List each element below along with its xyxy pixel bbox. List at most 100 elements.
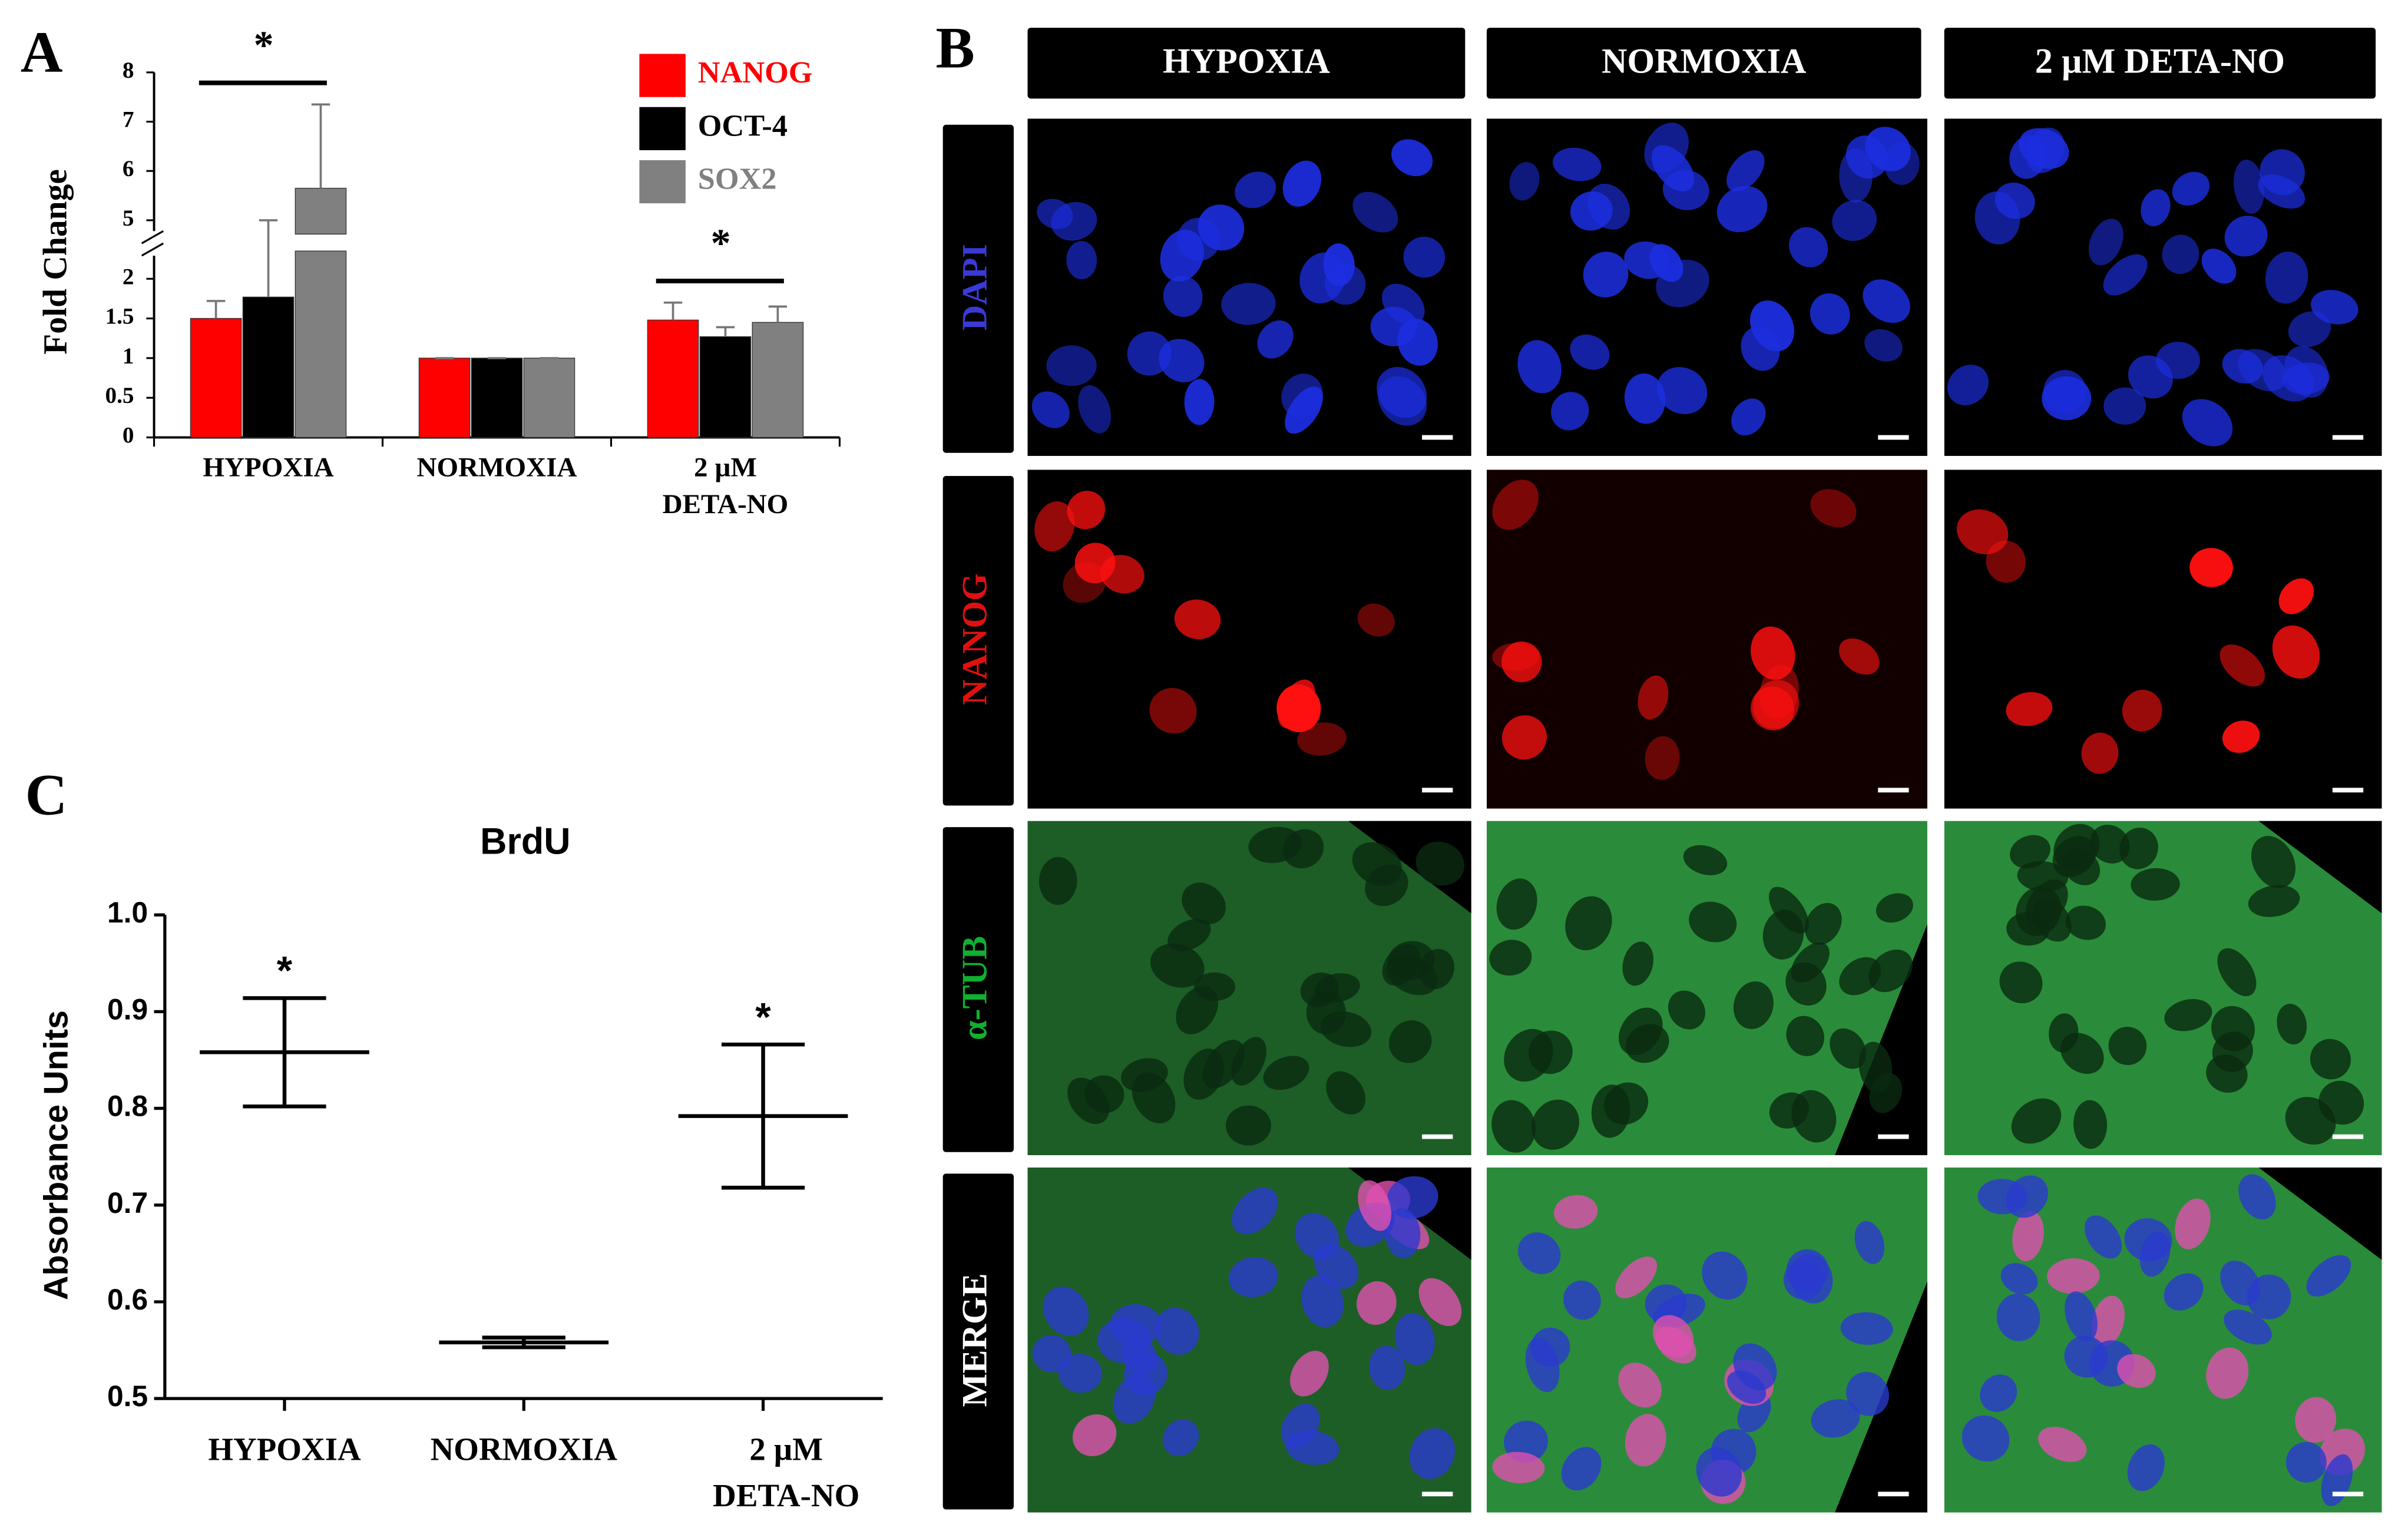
y-tick-label: 0.6 bbox=[107, 1283, 148, 1316]
legend-label: NANOG bbox=[698, 55, 813, 90]
nucleus bbox=[2265, 252, 2308, 304]
micrograph bbox=[1944, 118, 2382, 456]
nucleus bbox=[1388, 1020, 1432, 1063]
nucleus bbox=[2206, 1347, 2249, 1399]
nucleus bbox=[2189, 548, 2233, 587]
nucleus bbox=[2006, 692, 2053, 726]
nucleus bbox=[2258, 174, 2306, 209]
y-tick-label: 5 bbox=[123, 206, 134, 231]
nucleus bbox=[1357, 1281, 1397, 1325]
x-tick-label: 2 µM DETA-NO bbox=[713, 1431, 859, 1513]
nucleus bbox=[1868, 949, 1913, 993]
nucleus bbox=[1845, 135, 1888, 179]
nucleus bbox=[2201, 249, 2237, 284]
nucleus bbox=[1290, 1351, 1329, 1397]
nucleus bbox=[1751, 686, 1795, 730]
nucleus bbox=[1155, 1307, 1199, 1355]
nucleus bbox=[2224, 1310, 2272, 1345]
nucleus bbox=[1037, 199, 1073, 229]
nucleus bbox=[1838, 638, 1880, 675]
nucleus bbox=[1228, 1257, 1278, 1298]
nucleus bbox=[1689, 901, 1737, 943]
legend-label: OCT-4 bbox=[698, 108, 788, 143]
legend-label: SOX2 bbox=[698, 162, 777, 196]
nucleus bbox=[1583, 252, 1629, 297]
nucleus bbox=[1528, 1030, 1573, 1074]
nucleus bbox=[1184, 379, 1215, 425]
nucleus bbox=[1415, 841, 1465, 886]
nucleus bbox=[1554, 1195, 1598, 1229]
nucleus bbox=[1683, 845, 1728, 875]
chart-title: BrdU bbox=[480, 821, 570, 862]
nucleus bbox=[1668, 990, 1705, 1030]
nucleus bbox=[2047, 1258, 2100, 1294]
nucleus bbox=[1235, 171, 1276, 209]
nucleus bbox=[1645, 736, 1680, 781]
bar bbox=[418, 358, 471, 438]
y-tick-label: 0.5 bbox=[105, 383, 134, 408]
nucleus bbox=[1786, 1016, 1824, 1056]
nucleus bbox=[1762, 910, 1804, 960]
significance-mark: * bbox=[755, 994, 771, 1039]
micrograph bbox=[1027, 118, 1471, 456]
y-tick-label: 7 bbox=[123, 107, 134, 133]
nucleus bbox=[1655, 1327, 1696, 1364]
nucleus bbox=[2038, 1427, 2087, 1462]
nucleus bbox=[1858, 1041, 1893, 1093]
x-tick-label: HYPOXIA bbox=[208, 1431, 361, 1467]
nucleus bbox=[2108, 1026, 2147, 1066]
axis-break bbox=[141, 230, 164, 257]
nucleus bbox=[1418, 1278, 1462, 1327]
y-tick-label: 2 bbox=[123, 264, 134, 289]
nucleus bbox=[1369, 1345, 1405, 1390]
nucleus bbox=[1160, 229, 1205, 282]
nucleus bbox=[1702, 1251, 1748, 1300]
legend-swatch bbox=[639, 160, 686, 204]
nucleus bbox=[1323, 243, 1355, 286]
nucleus bbox=[2285, 1441, 2327, 1483]
nucleus bbox=[1840, 1312, 1893, 1345]
row-label: DAPI bbox=[955, 244, 995, 330]
nucleus bbox=[1962, 1415, 2010, 1462]
nucleus bbox=[1561, 1447, 1602, 1491]
significance-mark: * bbox=[277, 948, 293, 993]
nucleus bbox=[1492, 480, 1539, 530]
bar bbox=[523, 358, 575, 438]
nucleus bbox=[1066, 240, 1097, 280]
nucleus bbox=[1996, 1294, 2040, 1341]
y-tick-label: 0.8 bbox=[107, 1090, 148, 1123]
column-header-box bbox=[1486, 28, 1921, 99]
nucleus bbox=[1301, 1275, 1344, 1328]
nucleus bbox=[2295, 1397, 2337, 1443]
nucleus bbox=[1986, 540, 2026, 583]
nucleus bbox=[1100, 555, 1145, 594]
nucleus bbox=[1285, 1430, 1339, 1465]
nucleus bbox=[1489, 940, 1532, 976]
nucleus bbox=[2222, 720, 2260, 753]
significance-mark: * bbox=[711, 220, 731, 265]
nucleus bbox=[2272, 625, 2320, 679]
nucleus bbox=[2010, 835, 2050, 869]
nucleus bbox=[2032, 898, 2072, 942]
nucleus bbox=[1501, 642, 1542, 683]
bar bbox=[471, 358, 523, 438]
nucleus bbox=[2064, 1335, 2108, 1378]
nucleus bbox=[2103, 387, 2146, 425]
nucleus bbox=[1163, 276, 1203, 318]
nucleus bbox=[2000, 1263, 2038, 1295]
nucleus bbox=[1198, 204, 1245, 251]
nucleus bbox=[2238, 1174, 2276, 1220]
nucleus bbox=[1791, 1090, 1837, 1143]
nucleus bbox=[1365, 865, 1408, 907]
nucleus bbox=[1784, 1259, 1824, 1300]
nucleus bbox=[2282, 362, 2330, 395]
image-background bbox=[1486, 469, 1927, 809]
image-background bbox=[1944, 469, 2382, 809]
nucleus bbox=[1525, 1338, 1560, 1393]
nucleus bbox=[1122, 1336, 1157, 1375]
nucleus bbox=[1839, 957, 1881, 996]
y-tick-label: 0.5 bbox=[107, 1380, 148, 1413]
micrograph bbox=[1486, 821, 1927, 1156]
nucleus bbox=[1624, 241, 1671, 279]
